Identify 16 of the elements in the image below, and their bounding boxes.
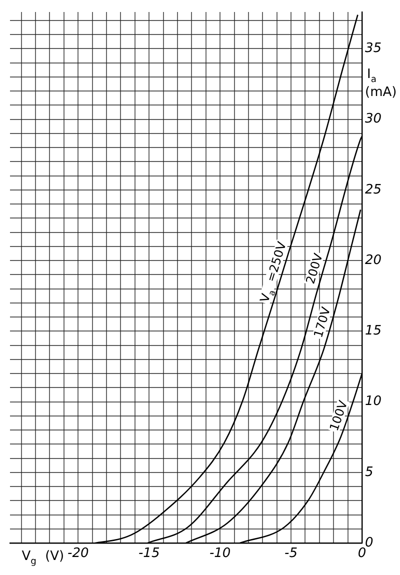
x-tick-label: -20 xyxy=(68,546,89,562)
text: 170V xyxy=(311,304,334,340)
x-tick-label: -5 xyxy=(284,546,298,562)
text: 100V xyxy=(326,398,351,433)
y-tick-label: 20 xyxy=(365,252,382,268)
y-tick-label: 0 xyxy=(365,535,374,550)
x-tick-label: -10 xyxy=(209,546,231,562)
y-tick-label: 10 xyxy=(365,394,382,410)
y-tick-label: 15 xyxy=(365,324,382,339)
x-tick-label: -15 xyxy=(138,546,160,562)
y-tick-label: 5 xyxy=(365,464,374,480)
text: Va =250V xyxy=(257,239,290,304)
y-tick-label: 35 xyxy=(365,41,382,56)
y-tick-label: 25 xyxy=(365,182,382,198)
y-tick-label: 30 xyxy=(365,112,382,127)
text: 200V xyxy=(303,251,326,286)
